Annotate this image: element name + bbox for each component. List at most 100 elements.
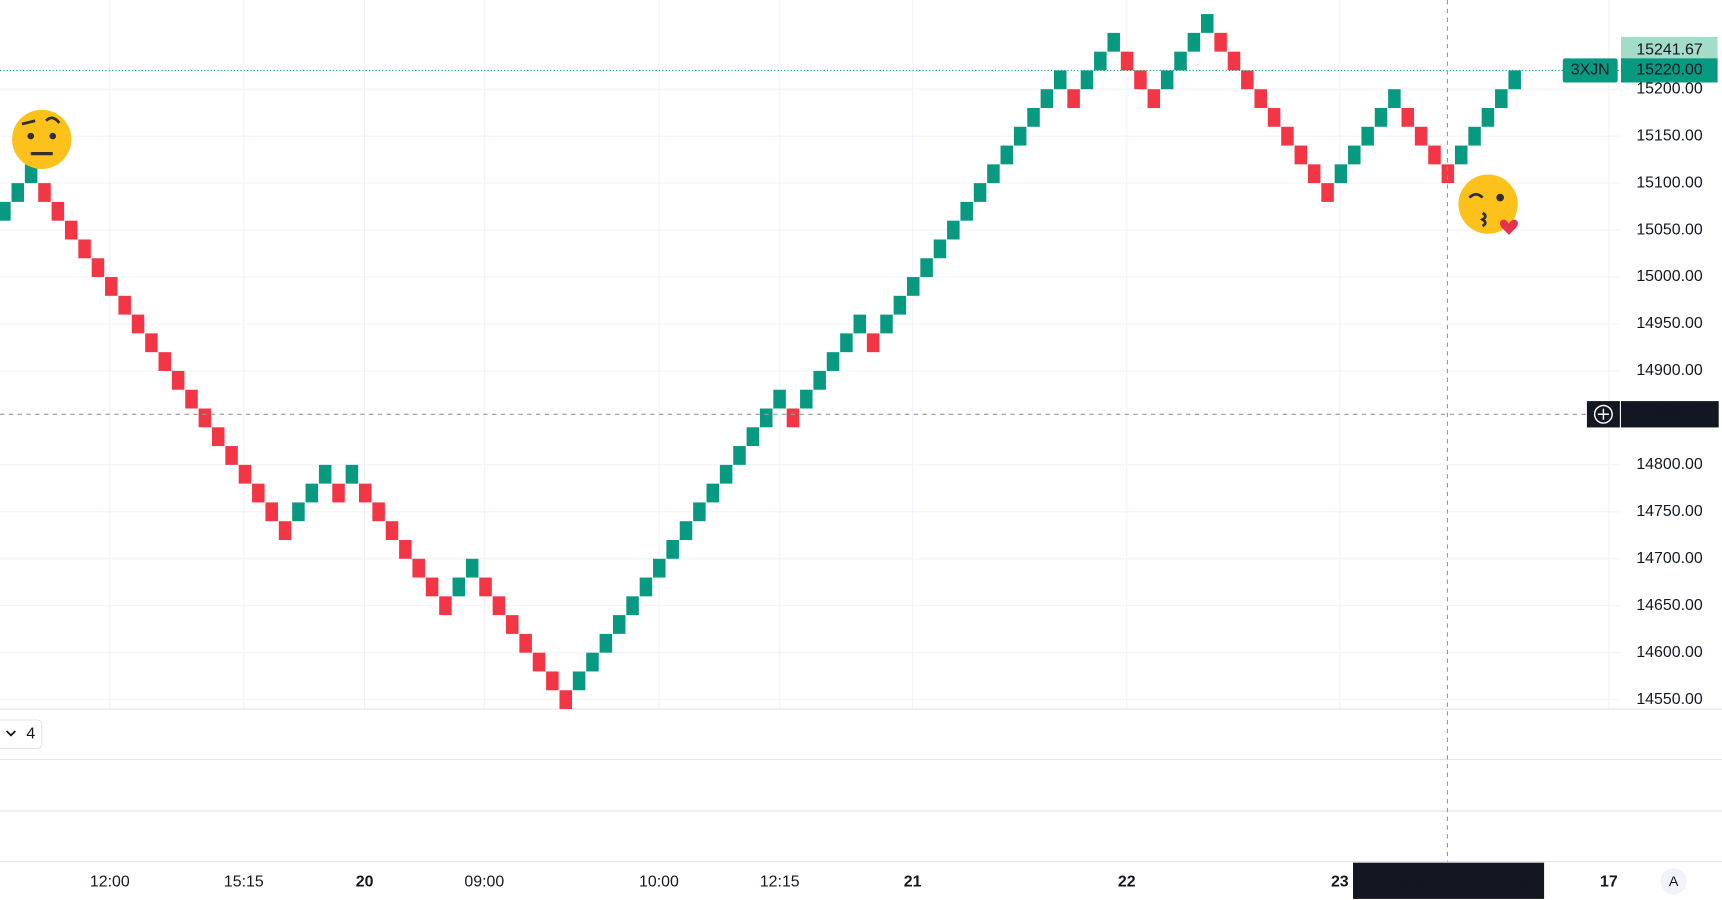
brick (1388, 89, 1401, 108)
brick (452, 577, 466, 597)
brick (947, 220, 960, 240)
last-price-label: 15220.00 (1636, 62, 1703, 79)
brick (118, 295, 131, 315)
crosshair-price: 14853.87 (1636, 405, 1703, 422)
y-tick-label: 14900.00 (1636, 362, 1703, 379)
brick (706, 483, 720, 503)
brick (519, 633, 532, 653)
brick (599, 633, 613, 653)
brick (1321, 183, 1334, 202)
brick (1187, 32, 1201, 52)
x-tick-label: 21 (904, 874, 922, 891)
brick (265, 502, 278, 522)
brick (1174, 51, 1187, 71)
chevron-icon (5, 730, 16, 737)
brick (920, 258, 933, 278)
brick (933, 239, 947, 259)
brick (171, 370, 185, 390)
brick (853, 314, 867, 334)
x-tick-label: 17 (1600, 874, 1618, 891)
x-tick-label: 23 (1331, 874, 1349, 891)
brick (1361, 126, 1374, 146)
brick (840, 333, 853, 353)
brick (1000, 145, 1014, 165)
crosshair-price-box (1620, 401, 1719, 428)
brick (987, 164, 1000, 184)
brick (252, 483, 265, 503)
crosshair-add-icon (1597, 408, 1609, 420)
brick (719, 464, 733, 484)
brick (145, 333, 158, 353)
brick (1334, 164, 1348, 184)
brick (880, 314, 893, 334)
brick (1227, 51, 1241, 71)
brick (1120, 51, 1134, 71)
brick (960, 201, 973, 221)
auto-scale-button[interactable] (1660, 868, 1687, 895)
pane-indicator[interactable] (0, 719, 43, 750)
y-tick-label: 14750.00 (1636, 503, 1703, 520)
brick (666, 539, 679, 559)
y-tick-label: 15150.00 (1636, 127, 1703, 144)
y-tick-label: 14650.00 (1636, 597, 1703, 614)
brick (1214, 32, 1227, 52)
brick (746, 427, 760, 447)
brick (24, 164, 38, 184)
brick (693, 502, 706, 522)
brick (1134, 70, 1147, 90)
brick (1241, 70, 1254, 90)
y-tick-label: 15100.00 (1636, 174, 1703, 191)
brick (38, 183, 51, 202)
brick (91, 258, 105, 278)
y-tick-label: 14950.00 (1636, 315, 1703, 332)
brick (292, 502, 305, 522)
brick (906, 277, 920, 296)
brick (893, 295, 907, 315)
brick (1040, 89, 1054, 108)
brick (1428, 145, 1441, 165)
symbol-label: 3XJN (1571, 62, 1610, 79)
brick (1348, 145, 1361, 165)
brick (412, 558, 425, 578)
brick (1267, 107, 1281, 127)
brick (506, 615, 519, 634)
brick (358, 483, 372, 503)
brick (51, 201, 65, 221)
brick (399, 539, 412, 559)
brick (345, 464, 359, 484)
brick (1201, 14, 1214, 33)
brick (1441, 164, 1455, 184)
brick (679, 521, 693, 540)
brick (546, 671, 559, 691)
brick (1454, 145, 1468, 165)
brick (1414, 126, 1428, 146)
brick (278, 521, 292, 540)
level-label: 15241.67 (1636, 41, 1703, 58)
brick (305, 483, 319, 503)
brick (1307, 164, 1321, 184)
x-tick-label: 15:15 (224, 874, 264, 891)
x-tick-label: 20 (356, 874, 374, 891)
brick (1107, 32, 1120, 52)
brick (465, 558, 479, 578)
brick (1147, 89, 1161, 108)
brick (973, 183, 987, 202)
brick (786, 408, 800, 428)
brick (1094, 51, 1107, 71)
brick (158, 352, 172, 371)
brick (64, 220, 78, 240)
button-label: A (1669, 874, 1679, 890)
symbol-box (1562, 58, 1618, 83)
brick (425, 577, 439, 597)
crosshair-time-box (1353, 862, 1545, 899)
y-tick-label: 15000.00 (1636, 268, 1703, 285)
x-tick-label: 12:00 (90, 874, 130, 891)
brick (185, 389, 198, 409)
brick (813, 370, 826, 390)
emoji (12, 109, 72, 170)
brick (612, 615, 626, 634)
brick (385, 521, 399, 540)
